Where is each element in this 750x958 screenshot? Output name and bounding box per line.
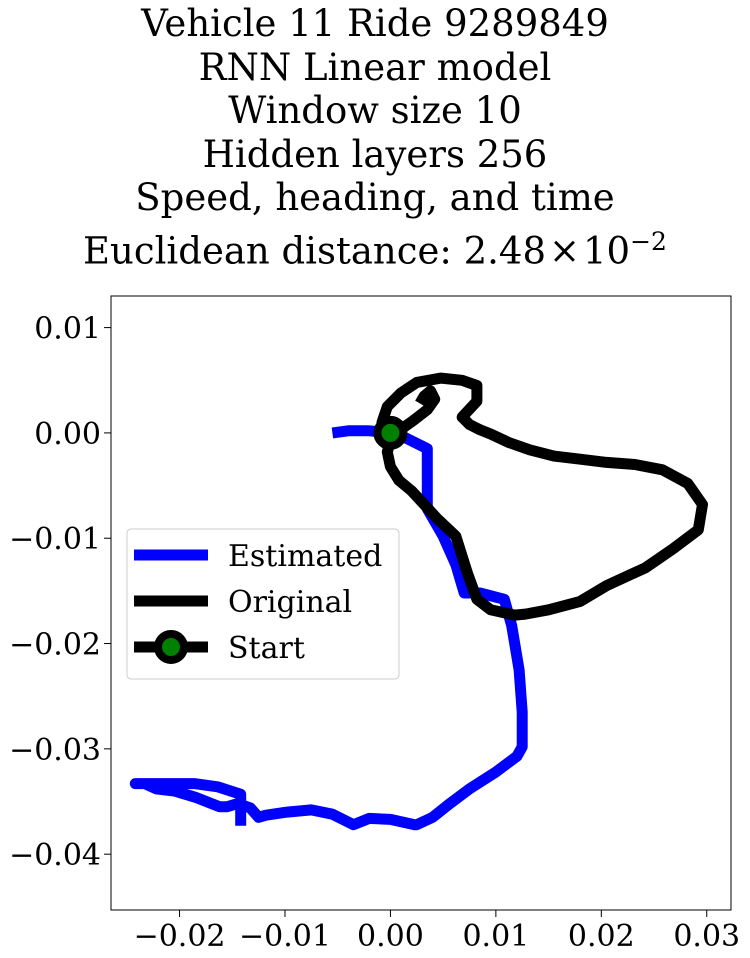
legend: Estimated Original Start: [126, 528, 400, 680]
series-layer: [129, 372, 708, 831]
title-line-5: Speed, heading, and time: [135, 176, 615, 219]
title-times-sign: ×: [548, 228, 580, 272]
y-tick-label: −0.01: [9, 522, 101, 557]
x-tick-label: −0.01: [239, 919, 331, 954]
legend-label-estimated: Estimated: [228, 539, 382, 574]
chart-title: Vehicle 11 Ride 9289849 RNN Linear model…: [0, 2, 750, 272]
y-tick-label: 0.01: [34, 312, 101, 347]
x-tick-label: 0.02: [568, 919, 635, 954]
title-line-2: RNN Linear model: [198, 45, 552, 89]
title-line-3: Window size 10: [228, 89, 522, 132]
x-tick-label: −0.02: [134, 919, 226, 954]
y-tick-label: −0.02: [9, 628, 101, 663]
axes-frame: [110, 295, 732, 911]
title-exponent: −2: [630, 226, 667, 256]
y-tick-label: 0.00: [34, 417, 101, 452]
legend-start-marker: [154, 630, 188, 664]
legend-label-original: Original: [228, 585, 352, 620]
legend-label-start: Start: [228, 631, 305, 666]
title-line-6: Euclidean distance: 2.48×10−2: [0, 220, 750, 273]
title-line-1: Vehicle 11 Ride 9289849: [141, 2, 609, 45]
x-tick-label: 0.01: [462, 919, 529, 954]
x-tick-label: 0.00: [357, 919, 424, 954]
start-point-marker: [373, 415, 408, 450]
title-distance-prefix: Euclidean distance: 2.48: [83, 228, 546, 272]
title-base: 10: [583, 228, 631, 272]
series-line-original: [376, 372, 708, 621]
x-tick-label: 0.03: [673, 919, 740, 954]
series-line-estimated: [129, 425, 528, 831]
y-tick-label: −0.03: [9, 733, 101, 768]
ticks-layer: −0.02 −0.01 0.00 0.01 0.02 0.030.010.00−0.01−…: [9, 312, 740, 954]
y-tick-label: −0.04: [9, 838, 101, 873]
title-line-4: Hidden layers 256: [202, 132, 548, 176]
